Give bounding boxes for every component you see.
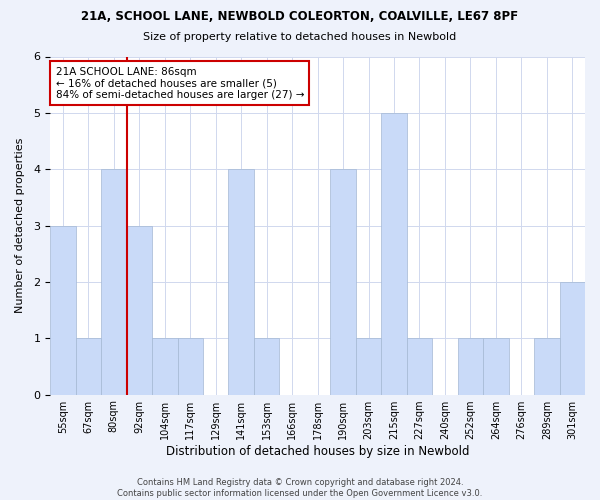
Bar — [76, 338, 101, 394]
Y-axis label: Number of detached properties: Number of detached properties — [15, 138, 25, 313]
Bar — [381, 113, 407, 394]
Bar — [534, 338, 560, 394]
Bar — [483, 338, 509, 394]
Bar — [254, 338, 280, 394]
Bar — [127, 226, 152, 394]
Bar — [101, 169, 127, 394]
Text: 21A SCHOOL LANE: 86sqm
← 16% of detached houses are smaller (5)
84% of semi-deta: 21A SCHOOL LANE: 86sqm ← 16% of detached… — [56, 66, 304, 100]
Bar — [560, 282, 585, 395]
Bar — [50, 226, 76, 394]
Bar — [407, 338, 432, 394]
Text: Contains HM Land Registry data © Crown copyright and database right 2024.
Contai: Contains HM Land Registry data © Crown c… — [118, 478, 482, 498]
Bar — [152, 338, 178, 394]
X-axis label: Distribution of detached houses by size in Newbold: Distribution of detached houses by size … — [166, 444, 469, 458]
Bar — [356, 338, 381, 394]
Bar — [178, 338, 203, 394]
Text: 21A, SCHOOL LANE, NEWBOLD COLEORTON, COALVILLE, LE67 8PF: 21A, SCHOOL LANE, NEWBOLD COLEORTON, COA… — [82, 10, 518, 23]
Text: Size of property relative to detached houses in Newbold: Size of property relative to detached ho… — [143, 32, 457, 42]
Bar — [458, 338, 483, 394]
Bar — [331, 169, 356, 394]
Bar — [229, 169, 254, 394]
